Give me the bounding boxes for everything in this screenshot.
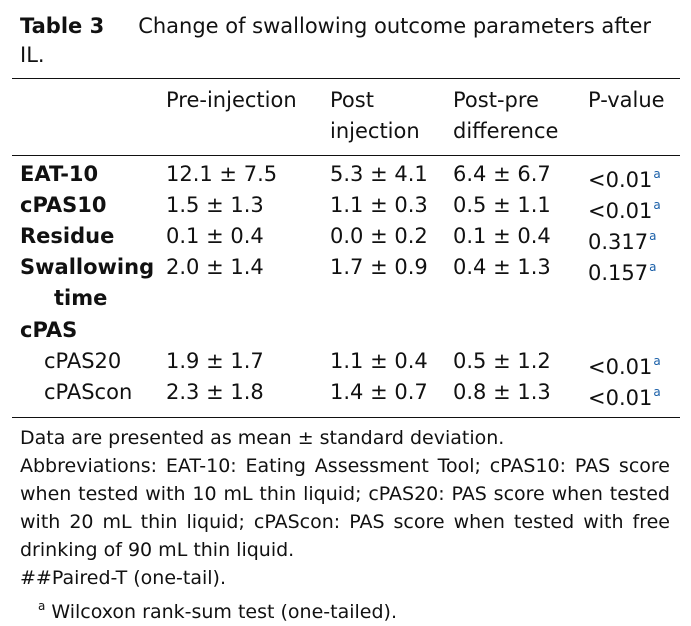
bottom-rule xyxy=(12,417,680,418)
cell-pre: 2.0 ± 1.4 xyxy=(166,255,264,279)
footnote-mark: a xyxy=(653,167,661,181)
footnote-mark: a xyxy=(653,385,661,399)
note-data-format: Data are presented as mean ± standard de… xyxy=(20,427,505,449)
cell-diff: 0.4 ± 1.3 xyxy=(453,255,551,279)
footnote-mark: a xyxy=(649,229,657,243)
cell-post: 1.7 ± 0.9 xyxy=(330,255,428,279)
cell-post: 5.3 ± 4.1 xyxy=(330,162,428,186)
cell-pre: 2.3 ± 1.8 xyxy=(166,380,264,404)
footnote-mark: a xyxy=(649,260,657,274)
row-group-label: cPAS xyxy=(20,318,78,342)
cell-pre: 1.9 ± 1.7 xyxy=(166,349,264,373)
cell-pvalue: <0.01a xyxy=(588,198,661,223)
cell-post: 0.0 ± 0.2 xyxy=(330,224,428,248)
table-figure: Table 3 Change of swallowing outcome para… xyxy=(8,0,684,626)
col-header-diff: Post-pre difference xyxy=(453,88,559,143)
cell-pvalue: <0.01a xyxy=(588,167,661,192)
row-label-continued: time xyxy=(54,286,108,310)
col-header-pre: Pre-injection xyxy=(166,88,297,112)
row-label: cPAS20 xyxy=(44,349,122,373)
cell-diff: 0.1 ± 0.4 xyxy=(453,224,551,248)
table-title: Change of swallowing outcome parameters … xyxy=(20,14,652,67)
row-label: Swallowing xyxy=(20,255,155,279)
cell-diff: 0.5 ± 1.1 xyxy=(453,193,551,217)
cell-pre: 1.5 ± 1.3 xyxy=(166,193,264,217)
cell-pvalue: 0.317a xyxy=(588,229,657,254)
row-label: cPAScon xyxy=(44,380,133,404)
cell-diff: 0.8 ± 1.3 xyxy=(453,380,551,404)
col-header-post: Post injection xyxy=(330,88,420,143)
note-abbreviations: Abbreviations: EAT-10: Eating Assessment… xyxy=(20,455,670,561)
cell-pvalue: <0.01a xyxy=(588,385,661,410)
cell-post: 1.4 ± 0.7 xyxy=(330,380,428,404)
cell-pre: 0.1 ± 0.4 xyxy=(166,224,264,248)
cell-pre: 12.1 ± 7.5 xyxy=(166,162,278,186)
cell-pvalue: <0.01a xyxy=(588,354,661,379)
col-header-pvalue: P-value xyxy=(588,88,665,112)
footnote-mark: a xyxy=(653,198,661,212)
footnote-mark: a xyxy=(653,354,661,368)
row-label: EAT-10 xyxy=(20,162,99,186)
footnote-text: Wilcoxon rank-sum test (one-tailed). xyxy=(51,601,397,623)
header-rule xyxy=(12,155,680,156)
cell-post: 1.1 ± 0.3 xyxy=(330,193,428,217)
note-paired-test: ##Paired-T (one-tail). xyxy=(20,567,226,589)
cell-post: 1.1 ± 0.4 xyxy=(330,349,428,373)
table-notes: Data are presented as mean ± standard de… xyxy=(20,424,670,626)
top-rule xyxy=(12,78,680,79)
footnote-mark: a xyxy=(38,599,46,613)
cell-diff: 0.5 ± 1.2 xyxy=(453,349,551,373)
table-label: Table 3 xyxy=(20,14,105,38)
cell-pvalue: 0.157a xyxy=(588,260,657,285)
row-label: Residue xyxy=(20,224,115,248)
note-footnote: a Wilcoxon rank-sum test (one-tailed). xyxy=(20,592,670,626)
cell-diff: 6.4 ± 6.7 xyxy=(453,162,551,186)
row-label: cPAS10 xyxy=(20,193,107,217)
table-caption: Table 3 Change of swallowing outcome para… xyxy=(20,12,682,70)
